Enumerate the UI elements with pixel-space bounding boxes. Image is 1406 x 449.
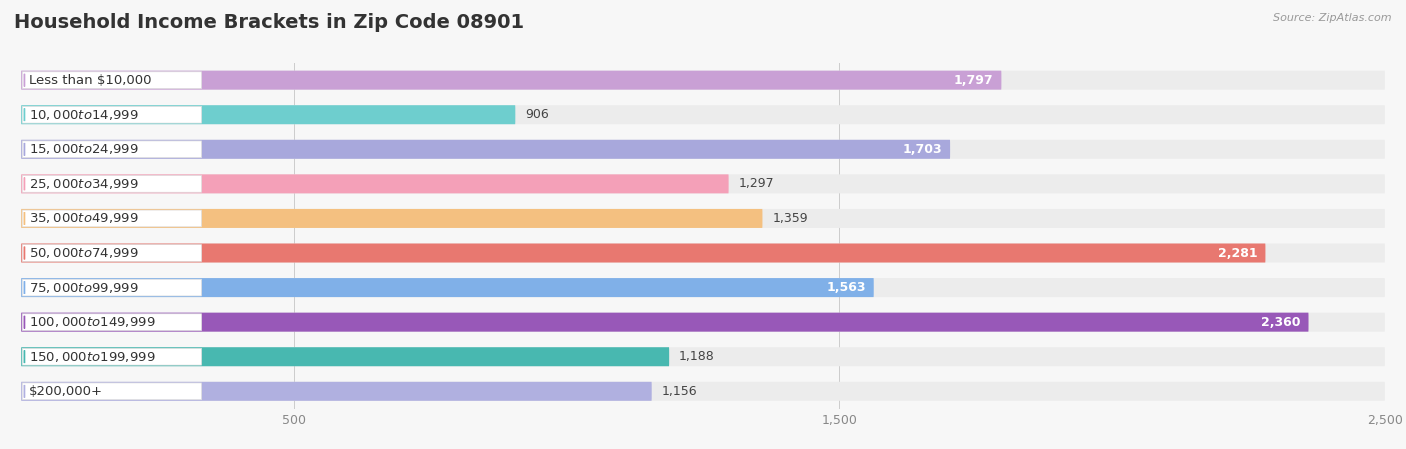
FancyBboxPatch shape bbox=[22, 141, 201, 158]
FancyBboxPatch shape bbox=[21, 313, 1385, 332]
Text: $200,000+: $200,000+ bbox=[30, 385, 103, 398]
Text: Less than $10,000: Less than $10,000 bbox=[30, 74, 152, 87]
FancyBboxPatch shape bbox=[21, 382, 652, 401]
FancyBboxPatch shape bbox=[22, 279, 201, 296]
FancyBboxPatch shape bbox=[21, 174, 728, 194]
FancyBboxPatch shape bbox=[21, 174, 1385, 194]
Text: 1,703: 1,703 bbox=[903, 143, 942, 156]
FancyBboxPatch shape bbox=[21, 347, 669, 366]
Text: $15,000 to $24,999: $15,000 to $24,999 bbox=[30, 142, 139, 156]
FancyBboxPatch shape bbox=[22, 210, 201, 227]
FancyBboxPatch shape bbox=[22, 383, 201, 400]
Text: 2,281: 2,281 bbox=[1218, 247, 1257, 260]
FancyBboxPatch shape bbox=[22, 314, 201, 330]
FancyBboxPatch shape bbox=[21, 105, 1385, 124]
FancyBboxPatch shape bbox=[22, 245, 201, 261]
FancyBboxPatch shape bbox=[22, 176, 201, 192]
FancyBboxPatch shape bbox=[22, 106, 201, 123]
Text: Household Income Brackets in Zip Code 08901: Household Income Brackets in Zip Code 08… bbox=[14, 13, 524, 32]
FancyBboxPatch shape bbox=[21, 278, 1385, 297]
Text: 2,360: 2,360 bbox=[1261, 316, 1301, 329]
FancyBboxPatch shape bbox=[21, 243, 1265, 263]
FancyBboxPatch shape bbox=[21, 278, 873, 297]
FancyBboxPatch shape bbox=[22, 72, 201, 88]
Text: $150,000 to $199,999: $150,000 to $199,999 bbox=[30, 350, 156, 364]
FancyBboxPatch shape bbox=[21, 347, 1385, 366]
Text: 1,188: 1,188 bbox=[679, 350, 714, 363]
Text: 1,156: 1,156 bbox=[662, 385, 697, 398]
FancyBboxPatch shape bbox=[21, 243, 1385, 263]
Text: $35,000 to $49,999: $35,000 to $49,999 bbox=[30, 211, 139, 225]
FancyBboxPatch shape bbox=[21, 140, 950, 159]
FancyBboxPatch shape bbox=[22, 348, 201, 365]
FancyBboxPatch shape bbox=[21, 209, 1385, 228]
Text: $25,000 to $34,999: $25,000 to $34,999 bbox=[30, 177, 139, 191]
FancyBboxPatch shape bbox=[21, 140, 1385, 159]
Text: 906: 906 bbox=[526, 108, 548, 121]
FancyBboxPatch shape bbox=[21, 209, 762, 228]
Text: 1,359: 1,359 bbox=[772, 212, 808, 225]
Text: $10,000 to $14,999: $10,000 to $14,999 bbox=[30, 108, 139, 122]
Text: 1,797: 1,797 bbox=[953, 74, 993, 87]
Text: Source: ZipAtlas.com: Source: ZipAtlas.com bbox=[1274, 13, 1392, 23]
Text: $50,000 to $74,999: $50,000 to $74,999 bbox=[30, 246, 139, 260]
Text: 1,563: 1,563 bbox=[827, 281, 866, 294]
FancyBboxPatch shape bbox=[21, 70, 1001, 90]
FancyBboxPatch shape bbox=[21, 313, 1309, 332]
FancyBboxPatch shape bbox=[21, 382, 1385, 401]
Text: 1,297: 1,297 bbox=[738, 177, 775, 190]
Text: $75,000 to $99,999: $75,000 to $99,999 bbox=[30, 281, 139, 295]
FancyBboxPatch shape bbox=[21, 70, 1385, 90]
Text: $100,000 to $149,999: $100,000 to $149,999 bbox=[30, 315, 156, 329]
FancyBboxPatch shape bbox=[21, 105, 516, 124]
